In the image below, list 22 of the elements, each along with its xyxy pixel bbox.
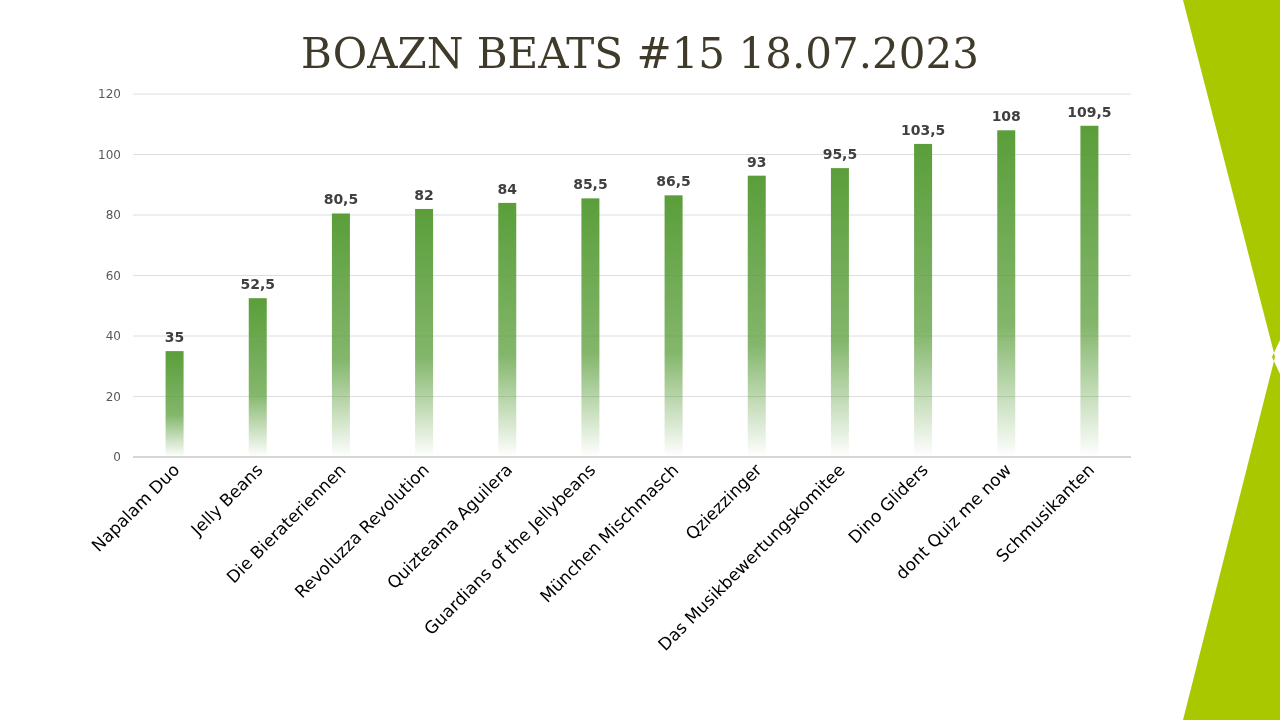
data-label: 95,5 [822, 146, 858, 163]
data-label: 80,5 [323, 191, 359, 208]
bar [165, 351, 184, 457]
y-tick-label: 20 [105, 389, 121, 404]
y-tick-label: 80 [105, 208, 121, 222]
y-tick-label: 100 [98, 147, 121, 162]
data-label: 86,5 [656, 173, 691, 190]
data-label: 52,5 [240, 276, 276, 293]
data-label: 109,5 [1067, 103, 1112, 120]
data-label: 103,5 [900, 121, 946, 138]
data-label: 82 [414, 186, 434, 203]
data-label: 93 [747, 153, 767, 170]
data-label: 85,5 [573, 176, 608, 193]
data-label: 35 [164, 329, 185, 346]
y-tick-label: 40 [105, 329, 121, 343]
bar [248, 298, 267, 457]
y-tick-label: 60 [105, 268, 121, 283]
y-tick-label: 0 [113, 450, 121, 464]
data-label: 84 [497, 180, 518, 197]
chart-title: BOAZN BEATS #15 18.07.2023 [301, 29, 979, 78]
data-label: 108 [991, 108, 1021, 125]
y-tick-label: 120 [98, 87, 121, 101]
